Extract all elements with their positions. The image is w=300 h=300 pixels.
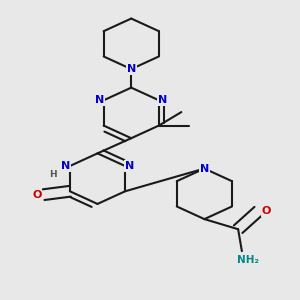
Text: N: N	[127, 64, 136, 74]
Text: H: H	[49, 170, 57, 179]
Text: N: N	[158, 95, 167, 105]
Text: N: N	[200, 164, 209, 173]
Text: O: O	[262, 206, 271, 216]
Text: O: O	[32, 190, 42, 200]
Text: N: N	[95, 95, 104, 105]
Text: N: N	[61, 161, 70, 171]
Text: N: N	[125, 161, 134, 171]
Text: NH₂: NH₂	[236, 255, 259, 265]
